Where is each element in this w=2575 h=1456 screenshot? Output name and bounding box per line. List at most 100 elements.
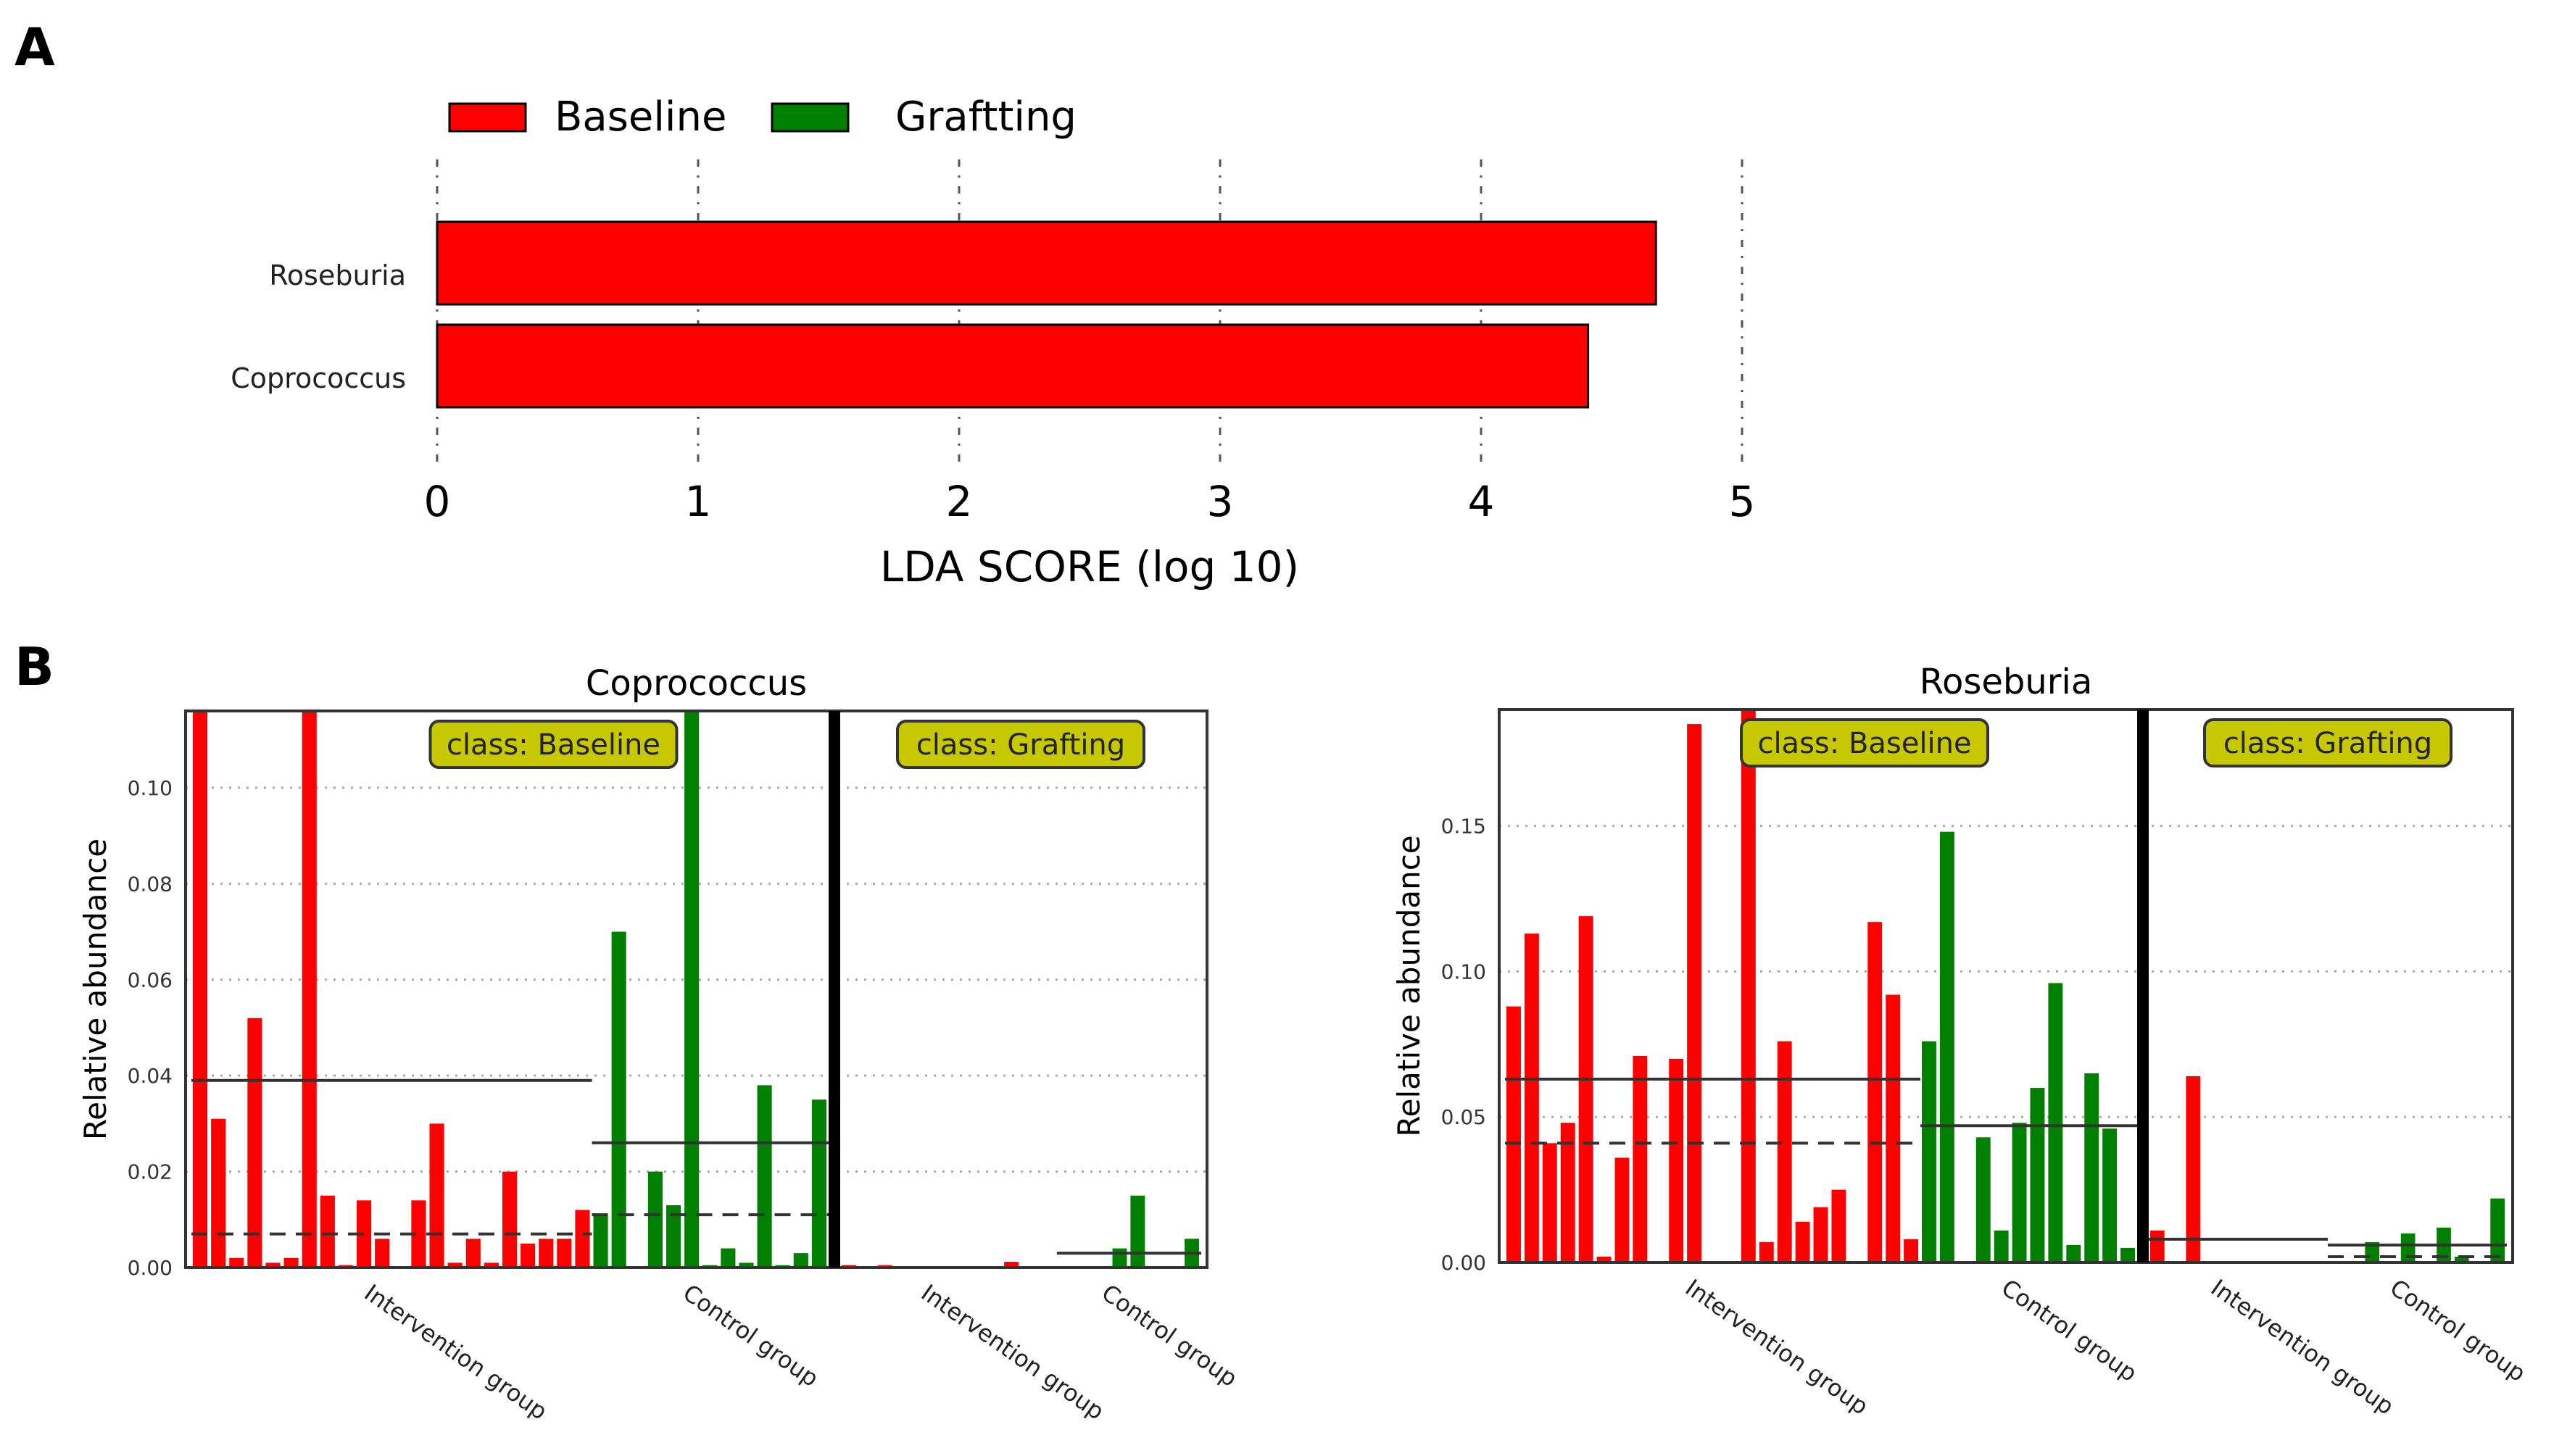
legend-label: Graftting xyxy=(895,93,1077,141)
x-tick-label: 2 xyxy=(946,477,973,526)
abundance-bar xyxy=(1130,1195,1145,1268)
abundance-bar xyxy=(1867,922,1883,1262)
abundance-bar xyxy=(1994,1230,2009,1262)
class-badge-label: class: Baseline xyxy=(1757,727,1971,760)
abundance-bar xyxy=(1669,1058,1684,1262)
abundance-bar xyxy=(229,1257,244,1268)
panel-label-b: B xyxy=(14,636,54,697)
abundance-bar xyxy=(811,1099,826,1268)
abundance-bar xyxy=(357,1200,372,1268)
legend-label: Baseline xyxy=(555,93,726,141)
y-tick-label: 0.08 xyxy=(128,872,173,896)
abundance-bar xyxy=(1004,1262,1019,1268)
abundance-bar xyxy=(1975,1137,1991,1262)
class-badge xyxy=(896,720,1145,769)
abundance-bar xyxy=(211,1118,226,1268)
y-tick-label: 0.15 xyxy=(1441,815,1486,839)
class-badge xyxy=(428,720,679,769)
abundance-bar xyxy=(2048,983,2063,1262)
abundance-bar xyxy=(1886,994,1901,1262)
y-tick-label: 0.10 xyxy=(1441,960,1486,983)
abundance-bar xyxy=(447,1262,463,1268)
legend-swatch xyxy=(771,102,850,133)
abundance-bar xyxy=(1112,1248,1127,1268)
y-tick-label: 0.02 xyxy=(128,1160,173,1184)
abundance-bar xyxy=(739,1262,754,1268)
group-label: Control group xyxy=(678,1278,824,1392)
abundance-bar xyxy=(502,1171,518,1268)
abundance-bar xyxy=(1578,916,1593,1262)
abundance-bar xyxy=(1687,724,1702,1262)
lda-chart: 0 1 2 3 4 5 LDA SCORE (log 10) Roseburia Coproco… xyxy=(231,93,1755,591)
abundance-bar xyxy=(465,1239,481,1268)
abundance-bar xyxy=(1795,1221,1810,1262)
abundance-bar xyxy=(1759,1241,1774,1262)
abundance-bar xyxy=(1831,1189,1846,1262)
abundance-bar xyxy=(665,1205,681,1268)
plot-frame xyxy=(184,710,1208,1269)
category-label: Coprococcus xyxy=(231,362,406,394)
legend-swatch xyxy=(448,102,527,133)
group-label: Intervention group xyxy=(916,1278,1109,1425)
x-axis-label: LDA SCORE (log 10) xyxy=(880,542,1299,591)
abundance-bar xyxy=(411,1200,426,1268)
y-tick-label: 0.10 xyxy=(128,776,173,800)
abundance-bar xyxy=(193,711,208,1268)
abundance-bar xyxy=(1614,1157,1630,1262)
y-tick-label: 0.06 xyxy=(128,968,173,992)
abundance-bar xyxy=(484,1262,499,1268)
abundance-bar xyxy=(1777,1041,1792,1262)
class-badge-label: class: Grafting xyxy=(916,728,1125,762)
abundance-bar xyxy=(1741,710,1756,1262)
abundance-bar xyxy=(1939,831,1954,1262)
abundance-bar xyxy=(2084,1073,2099,1262)
abundance-bar xyxy=(1542,1143,1557,1262)
x-tick-label: 4 xyxy=(1468,477,1495,526)
abundance-bar xyxy=(1560,1123,1575,1262)
y-tick-label: 0.04 xyxy=(128,1064,173,1088)
plot-frame xyxy=(1498,708,2514,1264)
abundance-bar xyxy=(1596,1256,1612,1262)
category-label: Roseburia xyxy=(269,259,406,291)
group-label: Control group xyxy=(2385,1273,2531,1387)
abundance-bar xyxy=(2012,1123,2027,1262)
x-tick-label: 1 xyxy=(685,477,712,526)
abundance-bar xyxy=(1922,1041,1936,1262)
x-tick-label: 0 xyxy=(424,477,451,526)
abundance-bar xyxy=(1524,933,1539,1262)
abundance-bar xyxy=(302,711,317,1268)
roseburia-abundance-chart: Roseburia Relative abundance 0.00 0.05 0.10 0… xyxy=(1391,662,2531,1420)
class-badge xyxy=(1740,718,1989,767)
class-badge-label: class: Baseline xyxy=(447,728,660,762)
group-label: Intervention group xyxy=(1680,1273,1873,1420)
abundance-bar xyxy=(320,1195,335,1268)
lda-bar xyxy=(436,220,1657,306)
abundance-bar xyxy=(684,711,700,1268)
abundance-bar xyxy=(2102,1128,2118,1262)
abundance-bar xyxy=(2150,1230,2165,1262)
x-tick-label: 3 xyxy=(1207,477,1234,526)
abundance-bar xyxy=(1633,1055,1648,1262)
abundance-bar xyxy=(1813,1207,1828,1262)
y-axis-label: Relative abundance xyxy=(78,839,113,1140)
abundance-bar xyxy=(611,931,626,1268)
class-badge xyxy=(2203,718,2452,767)
chart-title: Roseburia xyxy=(1920,662,2092,702)
group-label: Control group xyxy=(1996,1273,2142,1387)
y-axis-label: Relative abundance xyxy=(1391,835,1427,1136)
abundance-bar xyxy=(593,1215,608,1268)
abundance-bar xyxy=(793,1253,808,1268)
abundance-bar xyxy=(2030,1088,2045,1262)
panel-label-a: A xyxy=(14,17,55,78)
abundance-bar xyxy=(2186,1076,2201,1262)
group-label: Intervention group xyxy=(360,1278,552,1425)
abundance-bar xyxy=(721,1248,736,1268)
abundance-bar xyxy=(375,1239,390,1268)
abundance-bar xyxy=(2120,1247,2135,1262)
abundance-bar xyxy=(647,1171,663,1268)
abundance-bar xyxy=(2490,1198,2505,1262)
class-badge-label: class: Grafting xyxy=(2223,727,2432,760)
abundance-bar xyxy=(2454,1256,2469,1262)
abundance-bar xyxy=(2400,1233,2416,1262)
